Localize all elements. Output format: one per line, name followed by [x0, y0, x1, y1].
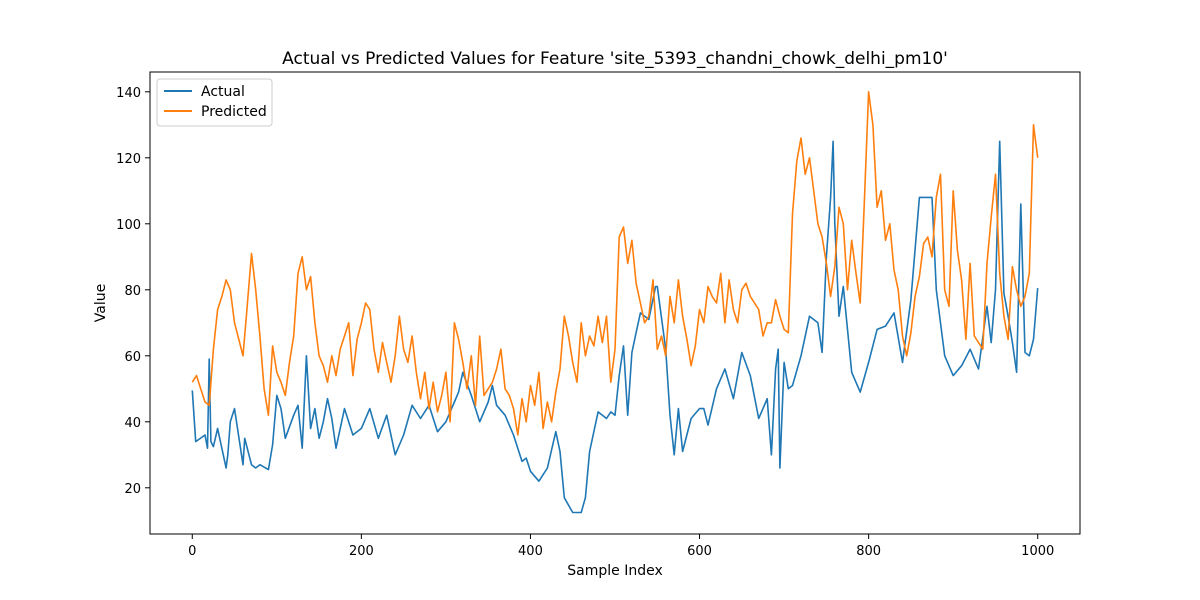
- plot-frame: [149, 71, 1081, 535]
- x-tick-label: 1000: [1021, 544, 1054, 559]
- series-line-predicted: [191, 91, 1039, 436]
- legend: Actual Predicted: [156, 78, 273, 127]
- x-axis: 0 200 400 600 800 1000: [188, 534, 1054, 559]
- series-line-actual: [191, 140, 1039, 514]
- x-tick-label: 400: [518, 544, 543, 559]
- y-tick-label: 120: [116, 152, 141, 167]
- plot-area: [191, 91, 1039, 514]
- y-tick-label: 140: [116, 86, 141, 101]
- x-tick-label: 0: [188, 544, 196, 559]
- x-tick-label: 600: [687, 544, 712, 559]
- y-tick-label: 60: [124, 350, 141, 365]
- x-axis-title: Sample Index: [567, 563, 662, 579]
- y-tick-label: 20: [124, 482, 141, 497]
- y-tick-label: 100: [116, 218, 141, 233]
- x-tick-label: 800: [856, 544, 881, 559]
- x-tick-label: 200: [349, 544, 374, 559]
- y-tick-label: 40: [124, 416, 141, 431]
- y-axis: 20 40 60 80 100 120 140: [116, 86, 150, 497]
- y-axis-title: Value: [93, 284, 109, 322]
- legend-label-actual: Actual: [201, 84, 245, 100]
- y-tick-label: 80: [124, 284, 141, 299]
- chart-title: Actual vs Predicted Values for Feature '…: [282, 49, 948, 69]
- legend-label-predicted: Predicted: [201, 104, 267, 120]
